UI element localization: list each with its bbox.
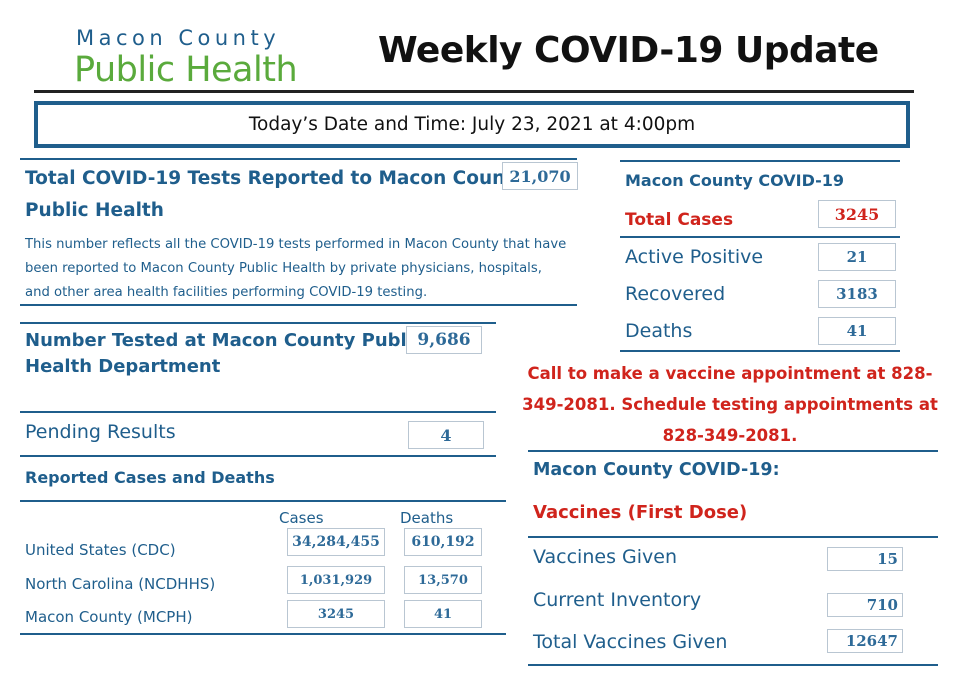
county-heading: Macon County COVID-19 xyxy=(625,171,845,190)
deaths-column-header: Deaths xyxy=(400,509,454,527)
reported-cases-nc: 1,031,929 xyxy=(299,572,373,588)
callout-line: 349-2081. Schedule testing appointments … xyxy=(522,395,938,414)
county-bottom-rule xyxy=(620,350,900,352)
callout-line: Call to make a vaccine appointment at 82… xyxy=(527,364,933,383)
reported-cases-nc-box: 1,031,929 xyxy=(287,566,385,594)
total-tests-value: 21,070 xyxy=(509,166,571,186)
reported-heading: Reported Cases and Deaths xyxy=(25,468,275,487)
logo-line-macon-county: Macon County xyxy=(76,26,281,50)
county-top-rule xyxy=(620,160,900,162)
deaths-value: 41 xyxy=(846,322,868,340)
description-line: and other area health facilities perform… xyxy=(25,285,428,300)
reported-row-label-us: United States (CDC) xyxy=(25,541,176,559)
reported-deaths-macon: 41 xyxy=(433,606,453,622)
total-tests-top-rule xyxy=(20,158,577,160)
active-positive-label: Active Positive xyxy=(625,246,764,268)
total-vaccines-value-box: 12647 xyxy=(827,629,903,653)
total-cases-label: Total Cases xyxy=(625,210,734,230)
reported-deaths-us: 610,192 xyxy=(411,534,475,550)
vaccines-bottom-rule xyxy=(528,664,938,666)
deaths-value-box: 41 xyxy=(818,317,896,345)
dept-tests-heading-line1: Number Tested at Macon County Public xyxy=(25,330,424,351)
total-cases-rule xyxy=(620,236,900,238)
vaccines-sub-rule xyxy=(528,536,938,538)
reported-row-label-nc: North Carolina (NCDHHS) xyxy=(25,575,216,593)
reported-deaths-macon-box: 41 xyxy=(404,600,482,628)
pending-results-label: Pending Results xyxy=(25,421,176,443)
reported-cases-macon: 3245 xyxy=(317,606,355,622)
cases-column-header: Cases xyxy=(279,509,324,527)
deaths-label: Deaths xyxy=(625,320,693,342)
dept-tests-heading-line2: Health Department xyxy=(25,356,221,377)
dept-tests-value-box: 9,686 xyxy=(406,326,482,354)
current-inventory-value: 710 xyxy=(866,596,898,614)
pending-bottom-rule xyxy=(20,455,496,457)
recovered-label: Recovered xyxy=(625,283,726,305)
dept-tests-value: 9,686 xyxy=(417,330,471,350)
total-tests-description: This number reflects all the COVID-19 te… xyxy=(25,233,566,305)
description-line: been reported to Macon County Public Hea… xyxy=(25,261,542,276)
page-title: Weekly COVID-19 Update xyxy=(378,30,879,71)
dept-tests-top-rule xyxy=(20,322,496,324)
pending-results-value: 4 xyxy=(440,425,452,445)
logo-line-public-health: Public Health xyxy=(74,50,298,90)
active-positive-value: 21 xyxy=(846,248,868,266)
reported-cases-us: 34,284,455 xyxy=(292,534,380,550)
dept-tests-bottom-rule xyxy=(20,411,496,413)
description-line: This number reflects all the COVID-19 te… xyxy=(25,237,567,252)
vaccines-given-value-box: 15 xyxy=(827,547,903,571)
date-time-box: Today’s Date and Time: July 23, 2021 at … xyxy=(34,101,910,148)
reported-deaths-nc: 13,570 xyxy=(418,572,468,588)
total-tests-value-box: 21,070 xyxy=(502,162,578,190)
reported-top-rule xyxy=(20,500,506,502)
reported-bottom-rule xyxy=(20,633,506,635)
appointment-callout: Call to make a vaccine appointment at 82… xyxy=(520,358,940,451)
recovered-value: 3183 xyxy=(836,285,878,303)
reported-deaths-us-box: 610,192 xyxy=(404,528,482,556)
reported-deaths-nc-box: 13,570 xyxy=(404,566,482,594)
current-inventory-value-box: 710 xyxy=(827,593,903,617)
total-vaccines-label: Total Vaccines Given xyxy=(533,631,728,653)
recovered-value-box: 3183 xyxy=(818,280,896,308)
pending-results-value-box: 4 xyxy=(408,421,484,449)
total-cases-value-box: 3245 xyxy=(818,200,896,228)
total-cases-value: 3245 xyxy=(834,204,880,224)
vaccines-heading: Macon County COVID-19: xyxy=(533,460,780,480)
vaccines-given-value: 15 xyxy=(877,550,898,568)
total-tests-heading-line2: Public Health xyxy=(25,200,164,221)
current-inventory-label: Current Inventory xyxy=(533,589,702,611)
reported-row-label-macon: Macon County (MCPH) xyxy=(25,608,193,626)
vaccines-subheading: Vaccines (First Dose) xyxy=(533,502,748,523)
callout-line: 828-349-2081. xyxy=(662,426,798,445)
date-time-text: Today’s Date and Time: July 23, 2021 at … xyxy=(248,114,696,135)
vaccines-top-rule xyxy=(528,450,938,452)
reported-cases-us-box: 34,284,455 xyxy=(287,528,385,556)
active-positive-value-box: 21 xyxy=(818,243,896,271)
total-tests-bottom-rule xyxy=(20,304,577,306)
total-tests-heading-line1: Total COVID-19 Tests Reported to Macon C… xyxy=(25,168,527,189)
total-vaccines-value: 12647 xyxy=(845,632,898,650)
header-divider xyxy=(34,90,914,93)
vaccines-given-label: Vaccines Given xyxy=(533,546,677,568)
reported-cases-macon-box: 3245 xyxy=(287,600,385,628)
